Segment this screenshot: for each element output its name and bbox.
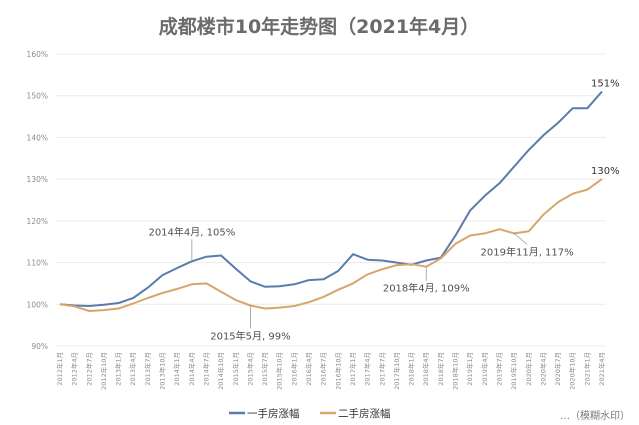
x-tick-label: 2013年4月 bbox=[128, 352, 137, 386]
y-axis: 90% 100% 110% 120% 130% 140% 150% 160% bbox=[27, 50, 48, 351]
x-tick-label: 2019年4月 bbox=[480, 352, 489, 386]
x-tick-label: 2019年1月 bbox=[465, 352, 474, 386]
x-tick-label: 2016年7月 bbox=[319, 352, 328, 386]
x-tick-label: 2014年1月 bbox=[172, 352, 181, 386]
gridlines bbox=[56, 53, 606, 347]
x-tick-label: 2019年7月 bbox=[494, 352, 503, 386]
watermark: …（模糊水印） bbox=[560, 409, 630, 422]
x-tick-label: 2018年10月 bbox=[451, 352, 460, 390]
series-line-2 bbox=[59, 178, 603, 312]
y-tick-label: 160% bbox=[27, 50, 48, 59]
x-tick-label: 2013年10月 bbox=[158, 352, 167, 390]
annotation-label: 2019年11月, 117% bbox=[481, 245, 574, 258]
x-tick-label: 2016年10月 bbox=[333, 352, 342, 390]
x-tick-label: 2020年10月 bbox=[568, 352, 577, 390]
end-value-label: 130% bbox=[591, 166, 620, 177]
annotation-label: 2014年4月, 105% bbox=[148, 225, 235, 238]
y-tick-label: 130% bbox=[27, 175, 48, 184]
x-tick-label: 2021年1月 bbox=[582, 352, 591, 386]
annotation-leader bbox=[513, 233, 528, 245]
x-tick-label: 2019年10月 bbox=[509, 352, 518, 390]
legend-label: 一手房涨幅 bbox=[247, 407, 300, 420]
legend-label: 二手房涨幅 bbox=[338, 407, 391, 420]
x-tick-label: 2020年7月 bbox=[553, 352, 562, 386]
x-tick-label: 2014年7月 bbox=[201, 352, 210, 386]
y-tick-label: 100% bbox=[27, 300, 48, 309]
x-tick-label: 2014年4月 bbox=[187, 352, 196, 386]
series-lines bbox=[59, 90, 603, 312]
x-tick-label: 2018年7月 bbox=[436, 352, 445, 386]
x-tick-label: 2017年10月 bbox=[392, 352, 401, 390]
x-tick-label: 2017年1月 bbox=[348, 352, 357, 386]
chart-title: 成都楼市10年走势图（2021年4月） bbox=[159, 15, 480, 38]
x-tick-label: 2014年10月 bbox=[216, 352, 225, 390]
annotation-label: 2015年5月, 99% bbox=[210, 330, 290, 343]
x-tick-label: 2016年4月 bbox=[304, 352, 313, 386]
x-tick-label: 2012年4月 bbox=[70, 352, 79, 386]
y-tick-label: 90% bbox=[31, 342, 48, 351]
y-tick-label: 150% bbox=[27, 92, 48, 101]
x-axis: 2012年1月 2012年4月 2012年7月 2012年10月 2013年1月 2013… bbox=[55, 352, 606, 390]
x-tick-label: 2018年4月 bbox=[421, 352, 430, 386]
x-tick-label: 2015年4月 bbox=[245, 352, 254, 386]
x-tick-label: 2015年10月 bbox=[275, 352, 284, 390]
series-line-1 bbox=[59, 90, 603, 307]
x-tick-label: 2018年1月 bbox=[407, 352, 416, 386]
y-tick-label: 110% bbox=[27, 259, 48, 268]
x-tick-label: 2017年7月 bbox=[377, 352, 386, 386]
x-tick-label: 2013年7月 bbox=[143, 352, 152, 386]
annotation-label: 2018年4月, 109% bbox=[383, 282, 470, 295]
y-tick-label: 140% bbox=[27, 133, 48, 142]
x-tick-label: 2013年1月 bbox=[114, 352, 123, 386]
x-tick-label: 2017年4月 bbox=[363, 352, 372, 386]
x-tick-label: 2020年4月 bbox=[538, 352, 547, 386]
x-tick-label: 2015年1月 bbox=[231, 352, 240, 386]
x-tick-label: 2020年1月 bbox=[524, 352, 533, 386]
x-tick-label: 2012年10月 bbox=[99, 352, 108, 390]
legend: 一手房涨幅 二手房涨幅 bbox=[229, 407, 391, 420]
x-tick-label: 2016年1月 bbox=[289, 352, 298, 386]
annotations: 2014年4月, 105% 2015年5月, 99% 2018年4月, 109% 20… bbox=[148, 79, 619, 343]
x-tick-label: 2012年1月 bbox=[55, 352, 64, 386]
x-tick-label: 2021年4月 bbox=[597, 352, 606, 386]
end-value-label: 151% bbox=[591, 79, 620, 90]
y-tick-label: 120% bbox=[27, 217, 48, 226]
x-tick-label: 2012年7月 bbox=[84, 352, 93, 386]
x-tick-label: 2015年7月 bbox=[260, 352, 269, 386]
